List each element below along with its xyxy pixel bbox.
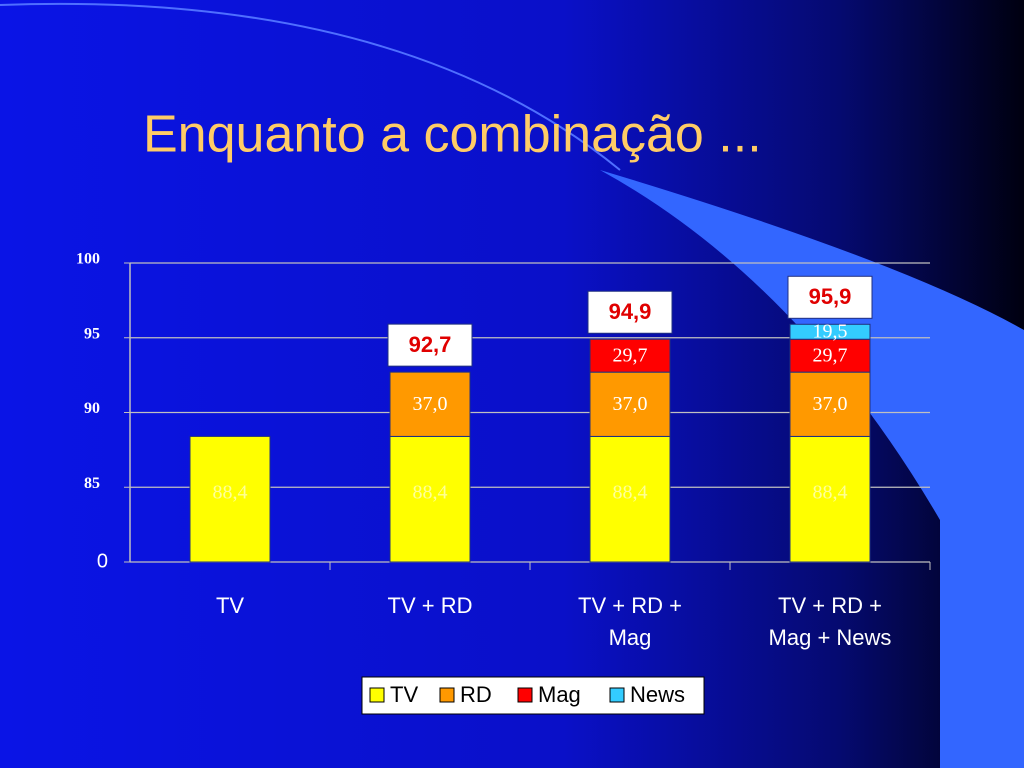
- legend-swatch: [609, 687, 625, 703]
- y-tick-label: 85: [84, 475, 100, 492]
- bar-segment: [589, 371, 671, 437]
- chart-title: Enquanto a combinação ...: [143, 106, 762, 164]
- x-tick-label: TV + RD + Mag: [578, 593, 682, 650]
- data-label: 88,4: [813, 482, 848, 504]
- legend-label: TV: [390, 682, 418, 707]
- data-label: 88,4: [213, 482, 248, 504]
- total-box: [587, 290, 673, 334]
- bar-segment: [189, 435, 271, 563]
- bar-segment: [589, 435, 671, 563]
- y-tick-label: 95: [84, 325, 100, 342]
- legend-swatch: [517, 687, 533, 703]
- data-label: 29,7: [613, 344, 648, 366]
- bar-segment: [789, 435, 871, 563]
- x-tick-label: TV: [215, 593, 245, 618]
- legend-box: [361, 676, 705, 715]
- legend-label: News: [630, 682, 685, 707]
- total-label: 95,9: [809, 284, 852, 309]
- data-label: 37,0: [813, 393, 848, 415]
- x-tick-label: TV + RD + Mag + News: [768, 593, 892, 650]
- decor-shape: [600, 170, 1024, 768]
- legend-swatch: [439, 687, 455, 703]
- y-tick-label: 0: [97, 550, 108, 572]
- y-tick-label: 90: [84, 400, 100, 417]
- legend-label: RD: [460, 682, 492, 707]
- data-label: 19,5: [813, 320, 848, 342]
- y-tick-label: 100: [76, 251, 100, 268]
- decor-curve: [0, 2, 621, 171]
- bar-segment: [589, 338, 671, 373]
- total-box: [787, 275, 873, 319]
- total-label: 94,9: [609, 299, 652, 324]
- data-label: 29,7: [813, 344, 848, 366]
- total-box: [387, 323, 473, 367]
- legend-label: Mag: [538, 682, 581, 707]
- data-label: 88,4: [413, 482, 448, 504]
- data-label: 37,0: [613, 393, 648, 415]
- total-label: 92,7: [409, 332, 452, 357]
- data-label: 88,4: [613, 482, 648, 504]
- bar-segment: [789, 323, 871, 340]
- data-label: 37,0: [413, 393, 448, 415]
- bar-segment: [789, 371, 871, 437]
- x-tick-label: TV + RD: [387, 593, 473, 618]
- bar-segment: [789, 338, 871, 373]
- bar-segment: [389, 435, 471, 563]
- bar-segment: [389, 371, 471, 437]
- legend-swatch: [369, 687, 385, 703]
